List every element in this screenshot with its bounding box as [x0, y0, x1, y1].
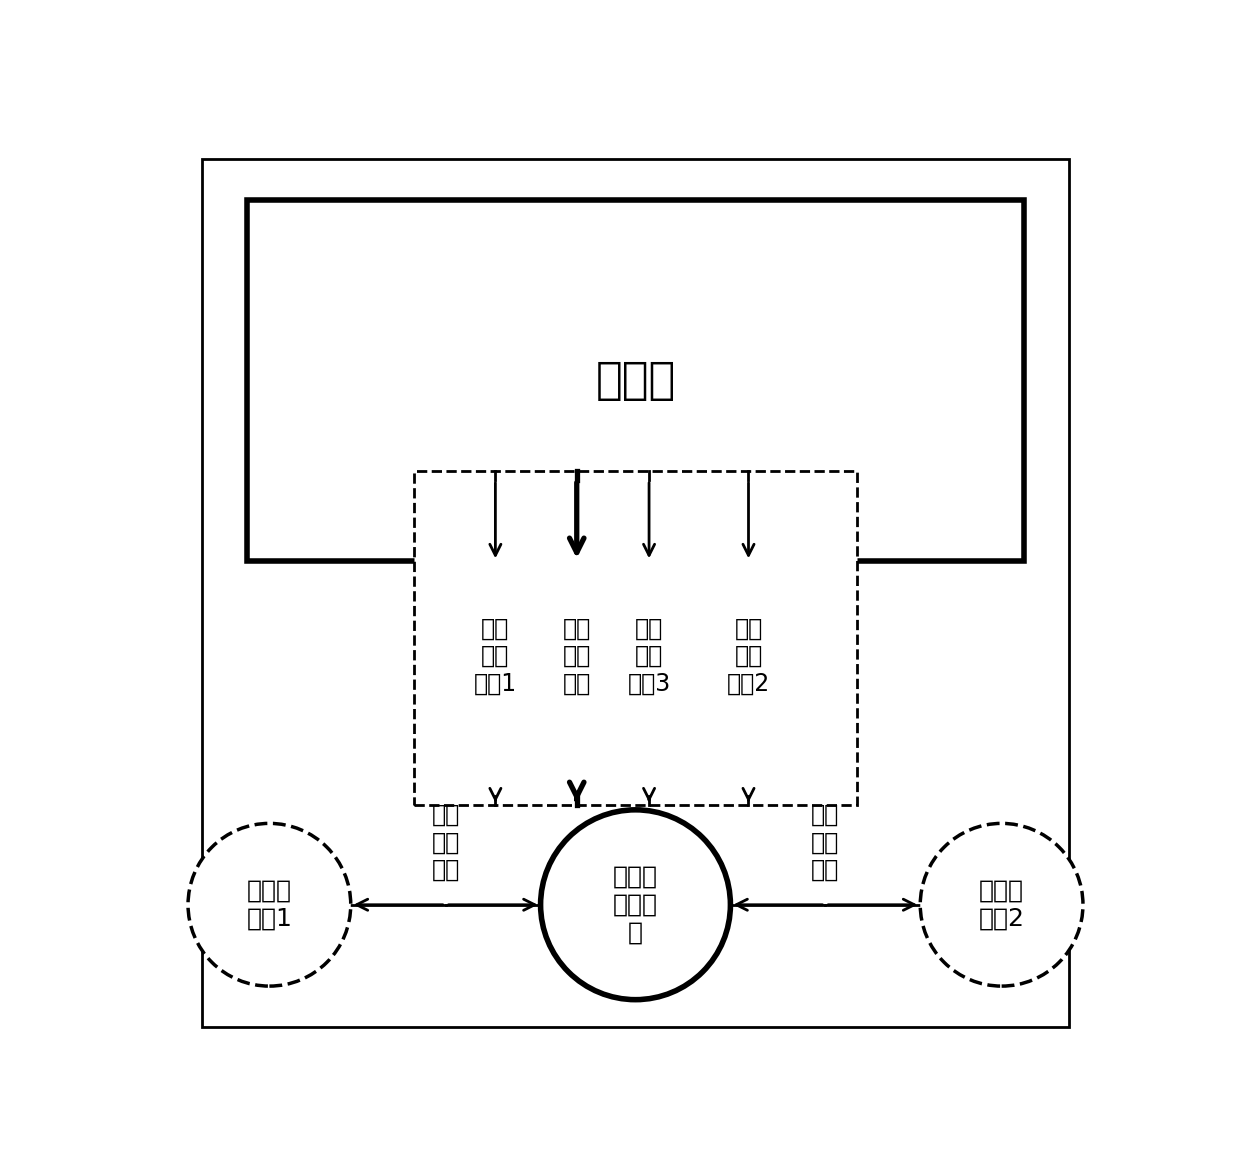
Text: 主设备: 主设备: [595, 359, 676, 402]
Text: 第一
通信
链路: 第一 通信 链路: [432, 803, 460, 882]
Circle shape: [541, 810, 730, 1000]
Text: 第一
同步
链路2: 第一 同步 链路2: [727, 616, 770, 696]
Text: 外围从
设备1: 外围从 设备1: [247, 879, 293, 931]
Circle shape: [920, 823, 1083, 986]
Text: 第一
同步
链路1: 第一 同步 链路1: [474, 616, 517, 696]
Text: 第一中
心从设
备: 第一中 心从设 备: [613, 865, 658, 945]
Text: 第二
通信
链路: 第二 通信 链路: [563, 616, 591, 696]
Circle shape: [188, 823, 351, 986]
Bar: [414, 471, 857, 805]
Text: 第一
同步
链路3: 第一 同步 链路3: [627, 616, 671, 696]
Text: 第一
通信
链路: 第一 通信 链路: [811, 803, 839, 882]
Bar: [247, 200, 1024, 561]
Text: 外围从
设备2: 外围从 设备2: [978, 879, 1024, 931]
